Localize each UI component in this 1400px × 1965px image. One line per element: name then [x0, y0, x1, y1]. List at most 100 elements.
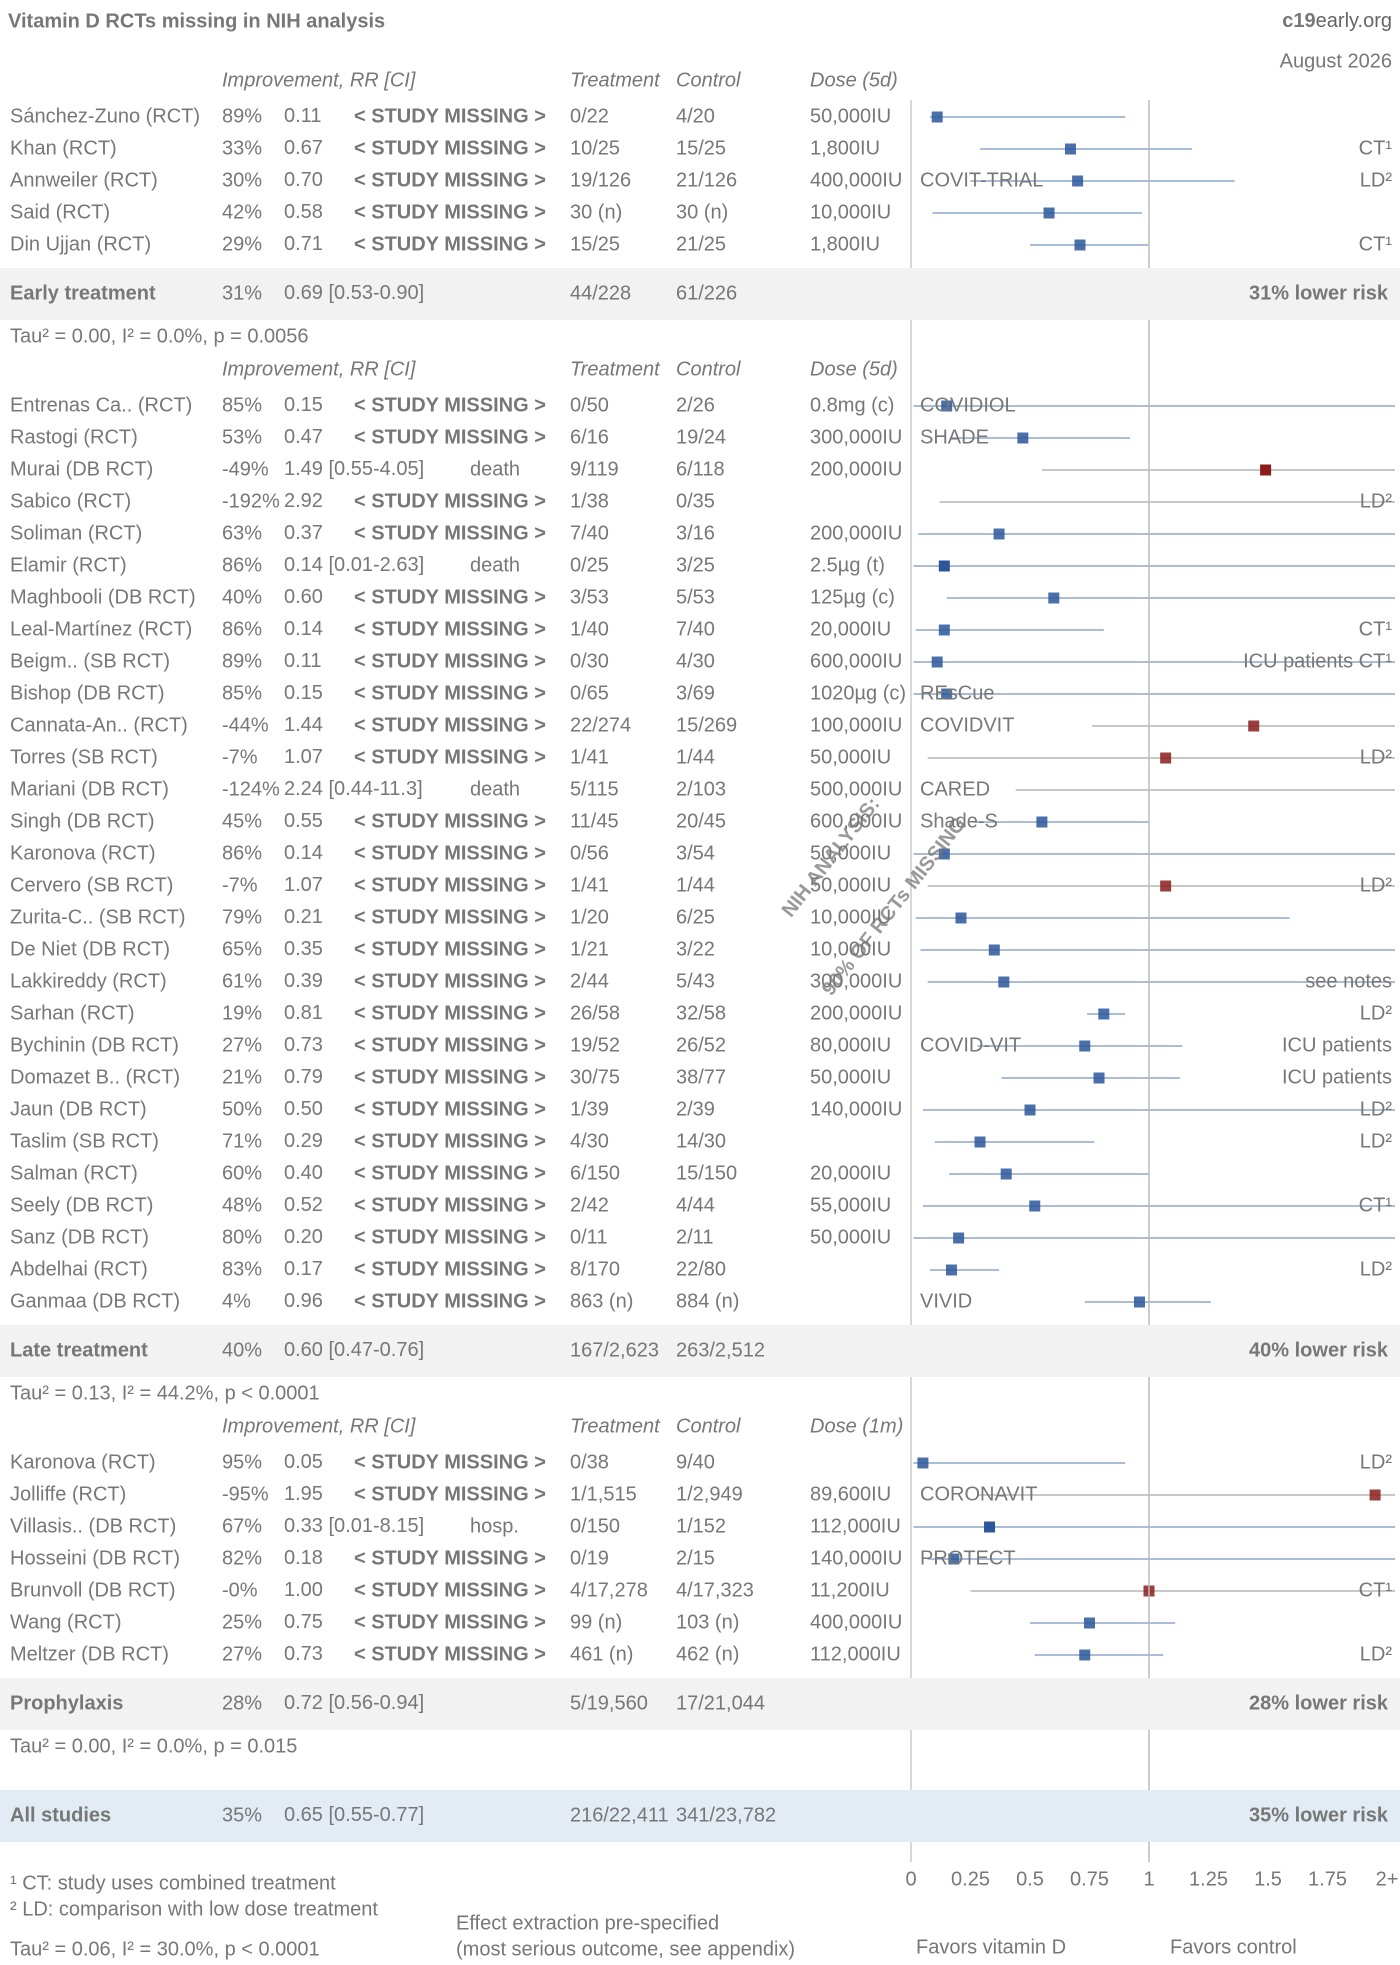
- study-name: Lakkireddy (RCT): [10, 970, 167, 992]
- effect-square: [917, 1457, 929, 1469]
- study-name: Din Ujjan (RCT): [10, 233, 151, 255]
- rr-value: 1.49: [284, 458, 323, 480]
- effect-square: [953, 1232, 965, 1244]
- pooled-stats: Tau² = 0.06, I² = 30.0%, p < 0.0001: [10, 1938, 320, 1960]
- control: 462 (n): [676, 1643, 739, 1665]
- summary-band: [0, 1678, 1400, 1730]
- missing-label: < STUDY MISSING >: [354, 714, 546, 736]
- favors-treatment: Favors vitamin D: [916, 1936, 1066, 1958]
- rr-value: 0.79: [284, 1066, 323, 1088]
- control: 3/54: [676, 842, 715, 864]
- control: 15/150: [676, 1162, 737, 1184]
- rr: 0.79: [284, 1066, 323, 1088]
- study-name: Zurita-C.. (SB RCT): [10, 906, 186, 928]
- rr: 0.39: [284, 970, 323, 992]
- study-name: Cervero (SB RCT): [10, 874, 173, 896]
- effect-square: [941, 688, 953, 700]
- missing-label: < STUDY MISSING >: [354, 1162, 546, 1184]
- control: 38/77: [676, 1066, 726, 1088]
- dose: 200,000IU: [810, 1002, 902, 1024]
- rr-value: 1.44: [284, 714, 323, 736]
- missing-backdrop: [350, 233, 550, 257]
- rr: 0.67: [284, 137, 323, 159]
- control: 4/30: [676, 650, 715, 672]
- treatment: 2/44: [570, 970, 609, 992]
- rr-value: 0.81: [284, 1002, 323, 1024]
- dose: 1,800IU: [810, 233, 880, 255]
- missing-label: < STUDY MISSING >: [354, 970, 546, 992]
- missing-backdrop: [350, 1066, 550, 1090]
- rr: 0.96: [284, 1290, 323, 1312]
- rr-value: 0.29: [284, 1130, 323, 1152]
- summary-rr-value: 0.69: [284, 282, 323, 304]
- note: LD²: [1360, 1451, 1393, 1473]
- summary-name: Late treatment: [10, 1339, 148, 1361]
- control: 3/25: [676, 554, 715, 576]
- control: 30 (n): [676, 201, 728, 223]
- summary-result: 35% lower risk: [1249, 1804, 1389, 1826]
- study-name: Sánchez-Zuno (RCT): [10, 105, 200, 127]
- summary-ci: [0.56-0.94]: [329, 1692, 425, 1714]
- study-name: Annweiler (RCT): [10, 169, 158, 191]
- treatment: 0/50: [570, 394, 609, 416]
- summary-treatment: 216/22,411: [570, 1804, 669, 1826]
- summary-name: Early treatment: [10, 282, 156, 304]
- rr: 0.71: [284, 233, 323, 255]
- brand: c19early.org: [1282, 10, 1392, 32]
- control: 5/53: [676, 586, 715, 608]
- column-header: Control: [676, 358, 741, 380]
- control: 20/45: [676, 810, 726, 832]
- note: see notes: [1305, 970, 1392, 992]
- missing-label: < STUDY MISSING >: [354, 1130, 546, 1152]
- note: LD²: [1360, 490, 1393, 512]
- heterogeneity: Tau² = 0.00, I² = 0.0%, p = 0.0056: [10, 325, 309, 347]
- rr-value: 0.35: [284, 938, 323, 960]
- control: 32/58: [676, 1002, 726, 1024]
- column-header: Treatment: [570, 1415, 661, 1437]
- control: 1/44: [676, 746, 715, 768]
- study-name: Ganmaa (DB RCT): [10, 1290, 180, 1312]
- summary-treatment: 5/19,560: [570, 1692, 648, 1714]
- column-header: Treatment: [570, 69, 661, 91]
- study-name: Sarhan (RCT): [10, 1002, 134, 1024]
- rr: 0.37: [284, 522, 323, 544]
- treatment: 4/30: [570, 1130, 609, 1152]
- x-tick-label: 2+: [1376, 1868, 1399, 1890]
- improvement: 85%: [222, 394, 262, 416]
- improvement: 80%: [222, 1226, 262, 1248]
- note: CT¹: [1359, 1194, 1393, 1216]
- rr: 0.15: [284, 682, 323, 704]
- study-name: Jaun (DB RCT): [10, 1098, 147, 1120]
- summary-improvement: 28%: [222, 1692, 262, 1714]
- treatment: 1/39: [570, 1098, 609, 1120]
- rr: 0.60: [284, 586, 323, 608]
- improvement: 53%: [222, 426, 262, 448]
- missing-label: < STUDY MISSING >: [354, 137, 546, 159]
- missing-label: < STUDY MISSING >: [354, 105, 546, 127]
- missing-backdrop: [350, 650, 550, 674]
- study-name: Said (RCT): [10, 201, 110, 223]
- study-name: Taslim (SB RCT): [10, 1130, 159, 1152]
- note: ICU patients: [1282, 1034, 1392, 1056]
- footnote: ¹ CT: study uses combined treatment: [10, 1872, 336, 1894]
- rr-value: 0.05: [284, 1451, 323, 1473]
- rr: 0.33 [0.01-8.15]: [284, 1515, 424, 1537]
- favors-control: Favors control: [1170, 1936, 1297, 1958]
- improvement: 45%: [222, 810, 262, 832]
- rr: 0.58: [284, 201, 323, 223]
- rr: 0.73: [284, 1034, 323, 1056]
- rr: 0.11: [284, 105, 321, 127]
- missing-backdrop: [350, 169, 550, 193]
- missing-label: < STUDY MISSING >: [354, 1290, 546, 1312]
- plot-area: [913, 111, 1395, 1828]
- effect-square: [1160, 752, 1172, 764]
- note: LD²: [1360, 1258, 1393, 1280]
- treatment: 1/41: [570, 746, 609, 768]
- note: LD²: [1360, 1130, 1393, 1152]
- dose: 112,000IU: [810, 1515, 901, 1537]
- rr: 1.95: [284, 1483, 323, 1505]
- control: 2/11: [676, 1226, 713, 1248]
- missing-backdrop: [350, 490, 550, 514]
- x-tick-label: 0.5: [1016, 1868, 1044, 1890]
- dose: 200,000IU: [810, 458, 902, 480]
